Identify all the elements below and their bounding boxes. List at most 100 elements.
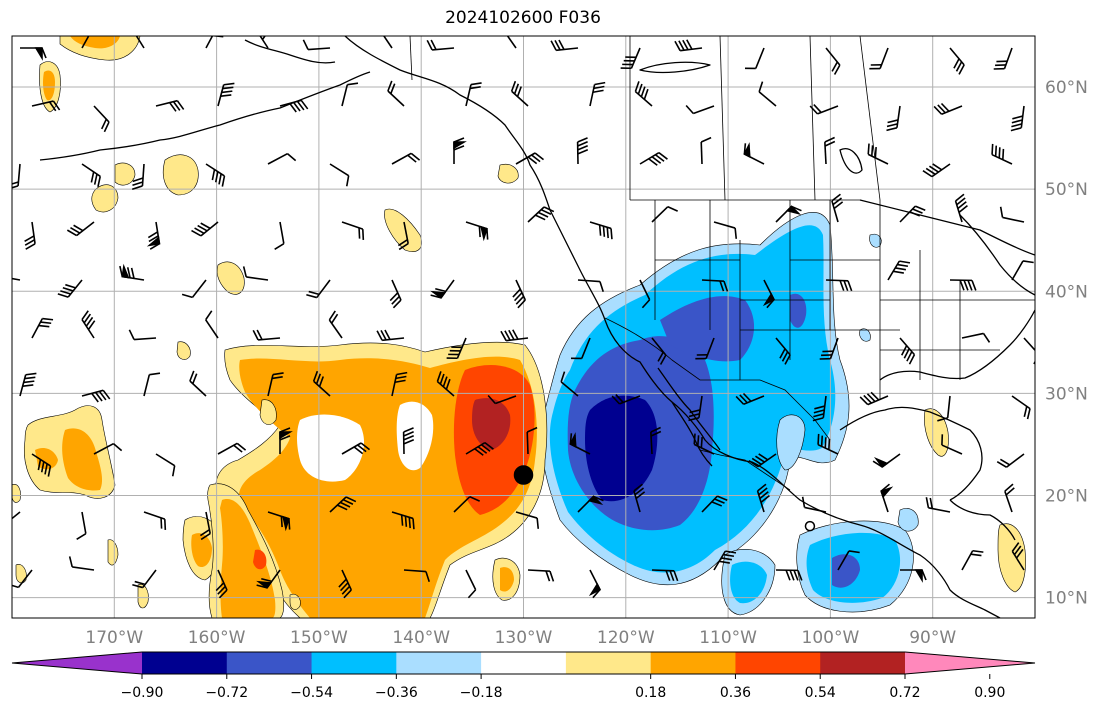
wind-barb	[560, 371, 579, 397]
lon-tick-label: 150°W	[290, 628, 348, 648]
wind-barb	[93, 442, 123, 455]
wind-barb	[589, 81, 606, 107]
wind-barb	[306, 279, 331, 299]
lon-tick-label: 110°W	[699, 628, 757, 648]
wind-barb	[527, 569, 555, 582]
wind-barb	[651, 205, 678, 223]
wind-barb	[389, 279, 402, 309]
wind-barb	[1011, 542, 1025, 571]
colorbar-labels: −0.90 −0.72 −0.54 −0.36 −0.18 0.18 0.36 0.54 0.7…	[121, 674, 1005, 701]
wind-barb	[453, 137, 467, 164]
wind-barb	[12, 511, 21, 520]
wind-barb	[922, 163, 951, 178]
wind-barb	[588, 569, 602, 599]
lon-tick-label: 130°W	[495, 628, 553, 648]
wind-barb	[510, 80, 529, 107]
wind-barb	[949, 279, 977, 291]
wind-barb	[941, 434, 963, 455]
wind-barb	[801, 496, 827, 513]
wind-barb	[1010, 105, 1025, 132]
latitude-labels: 60°N 50°N 40°N 30°N 20°N 10°N	[1045, 78, 1088, 609]
wind-barb	[899, 337, 916, 365]
map-frame	[11, 35, 1036, 619]
wind-barb	[146, 221, 161, 250]
map-title: 2024102600 F036	[445, 8, 601, 28]
wind-barb	[217, 442, 247, 455]
wind-barb	[189, 370, 207, 397]
wind-barb	[279, 427, 293, 454]
wind-barb	[701, 495, 728, 513]
wind-barb	[382, 36, 393, 49]
wind-barb	[639, 279, 651, 309]
wind-barb	[20, 47, 47, 61]
wind-barb	[527, 206, 555, 223]
wind-barb	[66, 221, 95, 237]
wind-barb	[31, 100, 61, 112]
wind-barb	[809, 104, 839, 115]
wind-barb	[1011, 395, 1031, 420]
wind-barb	[949, 47, 965, 75]
filled-dot-marker	[513, 465, 534, 485]
wind-barb	[341, 221, 365, 240]
wind-barb	[961, 549, 984, 571]
wind-barb	[819, 337, 839, 360]
colorbar-tick-label: 0.18	[635, 685, 666, 701]
lat-tick-label: 10°N	[1045, 589, 1088, 609]
wind-barb	[402, 427, 415, 455]
colorbar-segment	[650, 652, 736, 674]
wind-barb	[391, 152, 421, 165]
wind-barb	[900, 569, 927, 583]
wind-barb	[256, 569, 281, 589]
wind-barb	[81, 36, 90, 49]
wind-barb	[1011, 260, 1034, 281]
wind-barb	[756, 483, 770, 513]
wind-barb	[701, 279, 729, 292]
wind-barb	[515, 152, 545, 165]
wind-barb	[191, 221, 219, 237]
wind-barb	[465, 82, 482, 107]
open-dot-marker	[804, 520, 816, 532]
wind-barb	[119, 263, 145, 281]
wind-barb	[577, 279, 605, 293]
wind-barb	[19, 372, 37, 397]
wind-barb	[961, 332, 991, 343]
wind-barb	[812, 395, 827, 422]
wind-barb	[12, 163, 21, 189]
wind-barb	[128, 329, 157, 341]
colorbar-tick-label: 0.54	[805, 685, 836, 701]
wind-barb	[500, 329, 529, 342]
wind-barb	[693, 433, 715, 455]
wind-barb	[341, 442, 371, 455]
wind-barb	[651, 569, 679, 582]
wind-barb	[68, 556, 95, 571]
wind-barb	[837, 550, 860, 571]
colorbar-tick-label: −0.36	[375, 685, 418, 701]
wind-barb	[993, 47, 1013, 70]
wind-barb	[758, 81, 777, 107]
wind-barb	[887, 260, 911, 281]
colorbar-extend-low	[12, 652, 142, 674]
wind-barb	[302, 39, 331, 51]
wind-barb	[267, 372, 284, 397]
colorbar-segment	[142, 652, 228, 674]
wind-barb	[430, 279, 455, 299]
wind-barb	[775, 569, 803, 581]
wind-barb	[996, 453, 1025, 468]
colorbar-tick-label: −0.54	[290, 685, 333, 701]
wind-barb	[674, 39, 703, 52]
wind-barb	[93, 105, 110, 133]
wind-barbs	[12, 36, 1035, 599]
wind-barb	[685, 104, 715, 115]
wind-barb	[465, 221, 489, 242]
lon-tick-label: 120°W	[597, 628, 655, 648]
wind-barb	[267, 152, 297, 165]
wind-barb	[81, 310, 96, 339]
wind-barb	[775, 205, 802, 223]
colorbar	[11, 651, 1036, 675]
lon-tick-label: 170°W	[85, 628, 143, 648]
wind-barb	[57, 279, 83, 298]
wind-barb	[634, 81, 653, 107]
wind-barb	[274, 221, 285, 251]
wind-barb	[31, 453, 52, 477]
wind-barb	[506, 36, 517, 49]
